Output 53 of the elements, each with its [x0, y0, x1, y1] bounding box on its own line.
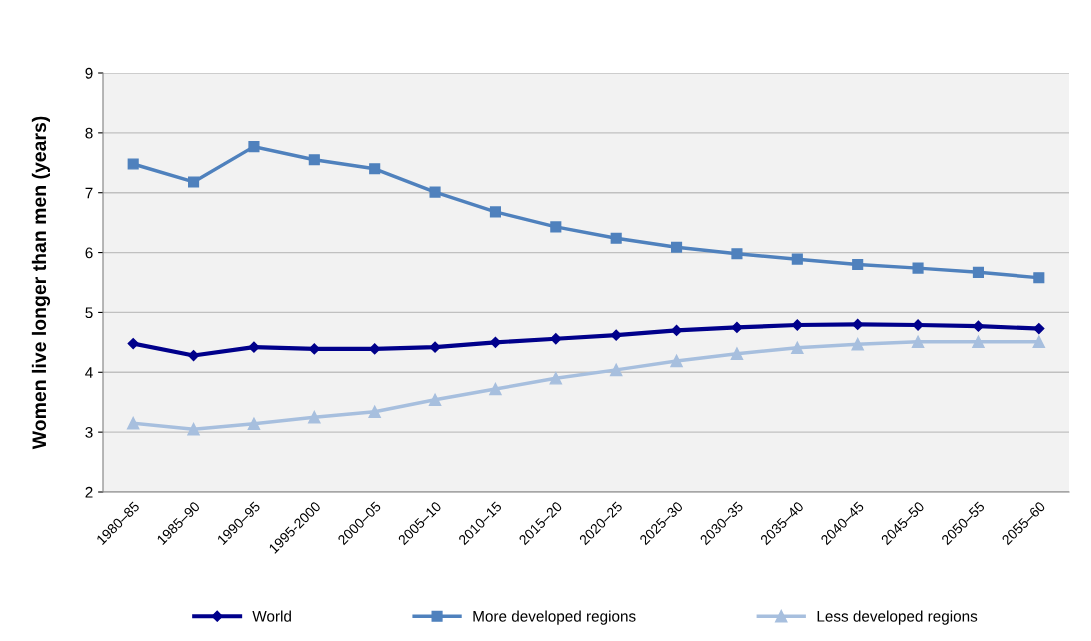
point [187, 422, 200, 436]
point [972, 266, 984, 278]
point [730, 347, 744, 360]
point [126, 416, 140, 430]
point [187, 349, 200, 362]
y-tick-label: 4 [85, 367, 93, 378]
point [368, 405, 381, 419]
point [308, 410, 321, 424]
point [127, 337, 139, 350]
point [1033, 322, 1045, 335]
point [550, 221, 562, 233]
point [671, 241, 683, 253]
y-tick-label: 6 [85, 247, 93, 259]
point [247, 417, 261, 431]
y-axis-title: Women live longer than men (years) [31, 116, 51, 450]
y-tick-label: 5 [85, 307, 93, 319]
point [550, 333, 562, 345]
point [791, 341, 804, 354]
point [429, 186, 441, 198]
y-tick-label: 3 [85, 427, 93, 438]
point [127, 158, 139, 170]
point [912, 262, 924, 274]
point [489, 206, 501, 218]
y-tick-label: 2 [85, 486, 93, 498]
point [609, 363, 623, 377]
point [972, 335, 985, 349]
point [852, 258, 864, 271]
point [549, 372, 563, 385]
legend-label: Less developed regions [817, 610, 978, 625]
point [428, 393, 442, 407]
legend-label: World [252, 610, 291, 622]
point [610, 329, 622, 341]
point [1032, 335, 1046, 349]
point [248, 141, 260, 153]
point [308, 154, 320, 166]
y-tick-label: 7 [85, 187, 93, 199]
point [369, 163, 381, 175]
point [911, 335, 925, 349]
point [791, 253, 803, 265]
legend-label: More developed regions [473, 610, 636, 625]
point [791, 319, 803, 331]
point [610, 232, 622, 244]
point [670, 354, 683, 368]
point [1033, 272, 1045, 284]
point [731, 321, 743, 333]
point [851, 337, 864, 351]
y-tick-label: 9 [85, 67, 93, 79]
point [731, 248, 743, 260]
y-tick-label: 8 [85, 127, 93, 139]
point [248, 341, 260, 353]
point [489, 382, 502, 396]
point [429, 341, 441, 353]
point [188, 176, 200, 188]
